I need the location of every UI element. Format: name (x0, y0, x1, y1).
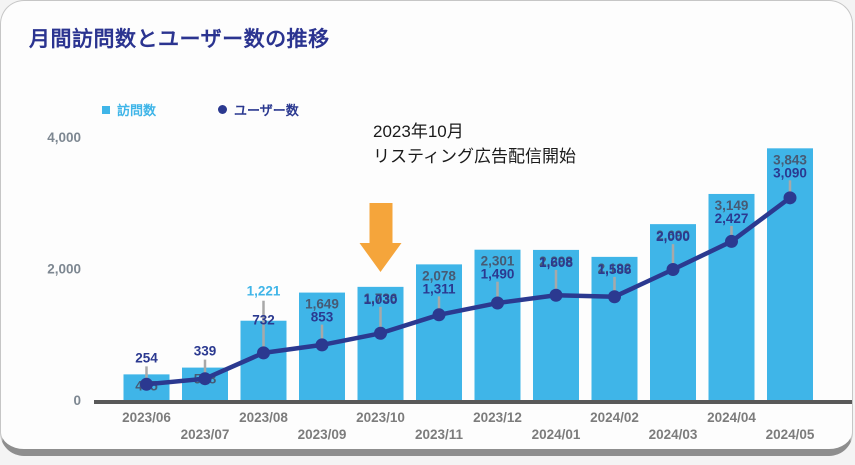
page-title: 月間訪問数とユーザー数の推移 (29, 28, 330, 51)
x-axis-tick-label: 2023/09 (298, 427, 347, 442)
users-point-2024-04 (725, 234, 738, 248)
x-axis-tick-label: 2023/12 (473, 410, 522, 425)
users-point-2023-12 (491, 296, 504, 310)
bar-value-label: 2,298 (539, 254, 573, 269)
users-line (144, 195, 793, 387)
line-value-label: 1,030 (364, 292, 398, 307)
x-axis-tick-label: 2024/03 (649, 427, 698, 442)
x-axis-tick-label: 2023/06 (122, 410, 171, 425)
bar-value-label: 3,149 (715, 198, 749, 213)
line-value-label: 1,311 (422, 281, 456, 296)
x-axis-tick-label: 2023/08 (239, 410, 288, 425)
bar-value-label: 2,192 (598, 261, 632, 276)
line-value-label: 2,000 (656, 229, 690, 244)
bar-value-label: 1,736 (364, 291, 398, 306)
users-point-2023-07 (198, 372, 212, 386)
bar-value-label: 3,843 (773, 152, 807, 167)
line-value-label: 853 (311, 310, 334, 325)
x-axis-tick-label: 2024/01 (532, 427, 581, 442)
chart-legend: 訪問数 ユーザー数 (102, 100, 299, 119)
bar-2023-12 (474, 249, 521, 401)
bar-value-label: 2,301 (481, 254, 515, 269)
users-point-2023-08 (257, 346, 270, 360)
annotation-line-2: リスティング広告配信開始 (373, 147, 576, 166)
x-axis-tick-label: 2023/11 (415, 427, 464, 442)
users-point-2024-02 (608, 290, 621, 304)
line-value-label: 1,608 (539, 255, 573, 270)
y-axis-tick-label: 2,000 (47, 262, 81, 277)
line-value-label: 732 (252, 313, 275, 328)
x-axis-tick-label: 2023/07 (181, 427, 230, 442)
line-value-label: 2,427 (715, 211, 749, 226)
legend-item-visits: 訪問数 (102, 100, 156, 119)
users-point-2023-11 (432, 308, 446, 322)
y-axis-tick-label: 0 (73, 393, 81, 408)
x-axis-tick-label: 2024/05 (766, 427, 815, 442)
users-point-2024-05 (783, 191, 797, 205)
users-series-swatch-icon (218, 105, 228, 114)
users-point-2023-09 (315, 338, 329, 352)
bar-value-label: 1,649 (305, 297, 339, 312)
users-point-2023-06 (140, 377, 153, 391)
visits-series-swatch-icon (102, 105, 110, 114)
x-axis-tick-label: 2023/10 (356, 410, 405, 425)
bar-2023-10 (357, 286, 404, 401)
legend-label-users: ユーザー数 (234, 103, 299, 118)
line-value-label: 1,586 (598, 262, 632, 277)
bar-value-label: 1,221 (247, 284, 281, 299)
users-point-2023-10 (374, 326, 387, 340)
chart-card: 月間訪問数とユーザー数の推移 訪問数 ユーザー数 2023年10月 リスティング… (0, 0, 853, 456)
line-value-label: 339 (194, 344, 217, 359)
x-axis-tick-label: 2024/02 (590, 410, 639, 425)
annotation-arrow-down-icon (359, 203, 402, 272)
users-point-2024-03 (666, 263, 680, 276)
bar-2023-11 (416, 264, 462, 401)
line-value-label: 1,490 (481, 267, 515, 282)
legend-item-users: ユーザー数 (218, 100, 299, 119)
annotation-text: 2023年10月 リスティング広告配信開始 (373, 119, 576, 169)
legend-label-visits: 訪問数 (117, 103, 157, 118)
bar-value-label: 2,690 (656, 228, 690, 243)
x-axis-tick-label: 2024/04 (707, 410, 756, 425)
line-value-label: 254 (135, 350, 158, 365)
bar-value-label: 2,078 (422, 268, 456, 283)
annotation-line-1: 2023年10月 (373, 122, 464, 141)
trend-chart: 4052545083391,2217321,6498531,7361,0302,… (47, 130, 852, 442)
line-value-label: 3,090 (773, 165, 807, 180)
users-point-2024-01 (549, 288, 563, 302)
y-axis-tick-label: 4,000 (47, 130, 81, 145)
